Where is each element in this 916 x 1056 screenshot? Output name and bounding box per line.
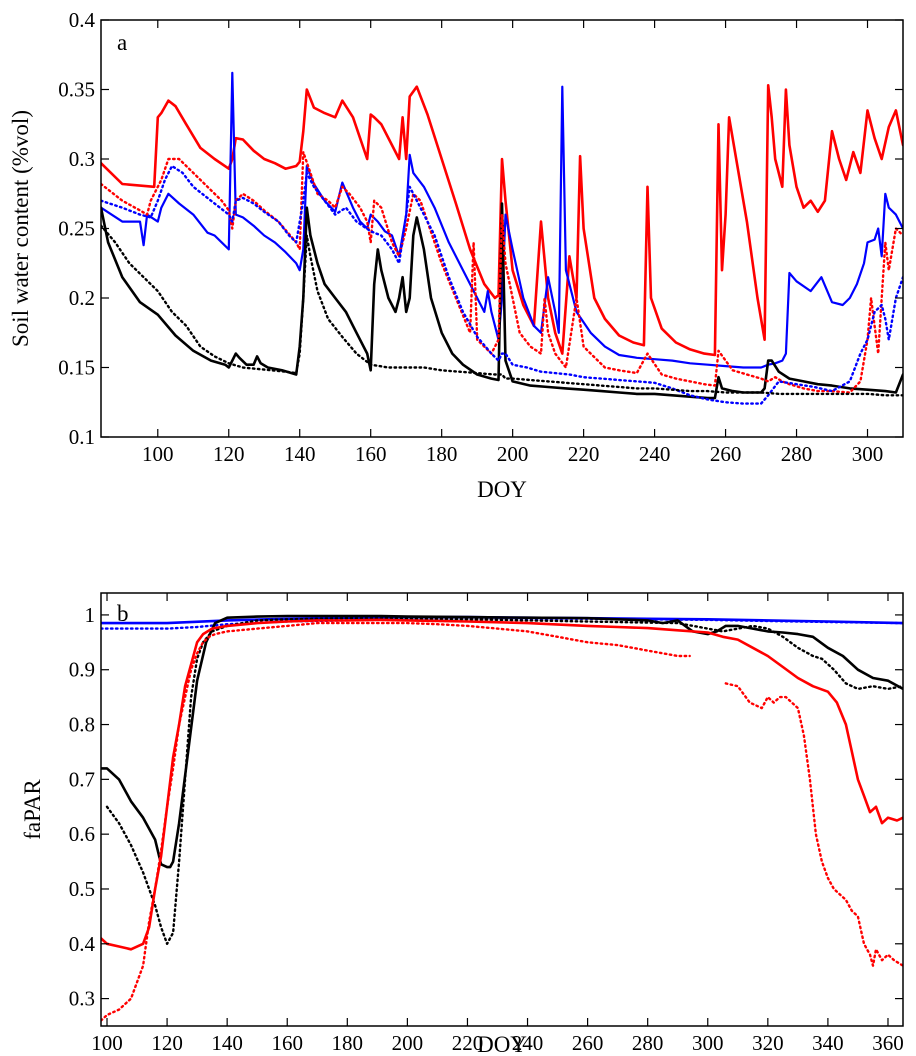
panel-a-soil-water-content: 100 120 140 160 180 200 220 240 260 280 300 0.1 0.15… [8, 8, 904, 502]
x-tick-label: 340 [812, 1031, 844, 1055]
y-tick-label: 0.1 [69, 425, 95, 449]
y-tick-label: 0.3 [69, 147, 95, 171]
y-tick-label: 0.35 [58, 78, 95, 102]
x-tick-label: 100 [142, 442, 174, 466]
panel-label: b [117, 601, 129, 626]
x-tick-label: 100 [91, 1031, 123, 1055]
x-tick-label: 180 [426, 442, 458, 466]
y-tick-label: 0.6 [69, 822, 95, 846]
x-tick-label: 260 [710, 442, 742, 466]
series-line-2 [101, 71, 903, 369]
x-tick-label: 200 [497, 442, 529, 466]
x-tick-label: 160 [355, 442, 387, 466]
y-tick-label: 0.4 [69, 8, 96, 32]
series-line-6 [101, 621, 691, 1022]
y-tick-label: 0.2 [69, 286, 95, 310]
series-line-5 [101, 164, 903, 405]
axes-frame [100, 592, 904, 1027]
y-tick-label: 0.4 [69, 932, 96, 956]
series-line-5 [101, 618, 903, 951]
y-tick-label: 0.9 [69, 658, 95, 682]
series-line-6 [101, 224, 903, 397]
y-tick-label: 0.25 [58, 217, 95, 241]
panel-b-fapar: 100 120 140 160 180 200 220 240 260 280 300 320 340 3… [20, 592, 904, 1056]
x-tick-label: 140 [284, 442, 316, 466]
x-tick-label: 300 [692, 1031, 724, 1055]
x-axis-label: DOY [477, 1032, 527, 1056]
y-tick-label: 0.8 [69, 713, 95, 737]
series-line-3 [101, 614, 903, 869]
y-tick-label: 0.5 [69, 877, 95, 901]
plot-area [101, 71, 903, 405]
series-line-1 [101, 84, 903, 357]
x-tick-label: 180 [332, 1031, 364, 1055]
y-axis-label: Soil water content (%vol) [8, 110, 33, 347]
x-tick-label: 220 [568, 442, 600, 466]
x-tick-label: 300 [852, 442, 884, 466]
x-tick-label: 280 [632, 1031, 664, 1055]
x-tick-label: 240 [512, 1031, 544, 1055]
x-tick-label: 120 [151, 1031, 183, 1055]
x-tick-label: 360 [872, 1031, 904, 1055]
panel-label: a [117, 30, 127, 55]
series-line-7 [724, 682, 903, 967]
y-axis-label: faPAR [20, 779, 45, 840]
y-tick-label: 1 [85, 603, 96, 627]
x-tick-label: 200 [392, 1031, 424, 1055]
y-tick-label: 0.3 [69, 987, 95, 1011]
x-tick-label: 220 [452, 1031, 484, 1055]
x-tick-label: 240 [639, 442, 671, 466]
y-tick-label: 0.7 [69, 767, 95, 791]
x-axis-label: DOY [477, 477, 527, 502]
series-line-4 [105, 617, 903, 945]
x-tick-label: 280 [781, 442, 813, 466]
x-tick-label: 160 [271, 1031, 303, 1055]
x-tick-label: 260 [572, 1031, 604, 1055]
plot-area [101, 614, 903, 1022]
x-tick-label: 320 [752, 1031, 784, 1055]
x-tick-label: 140 [211, 1031, 243, 1055]
x-tick-label: 120 [213, 442, 245, 466]
y-tick-label: 0.15 [58, 356, 95, 380]
